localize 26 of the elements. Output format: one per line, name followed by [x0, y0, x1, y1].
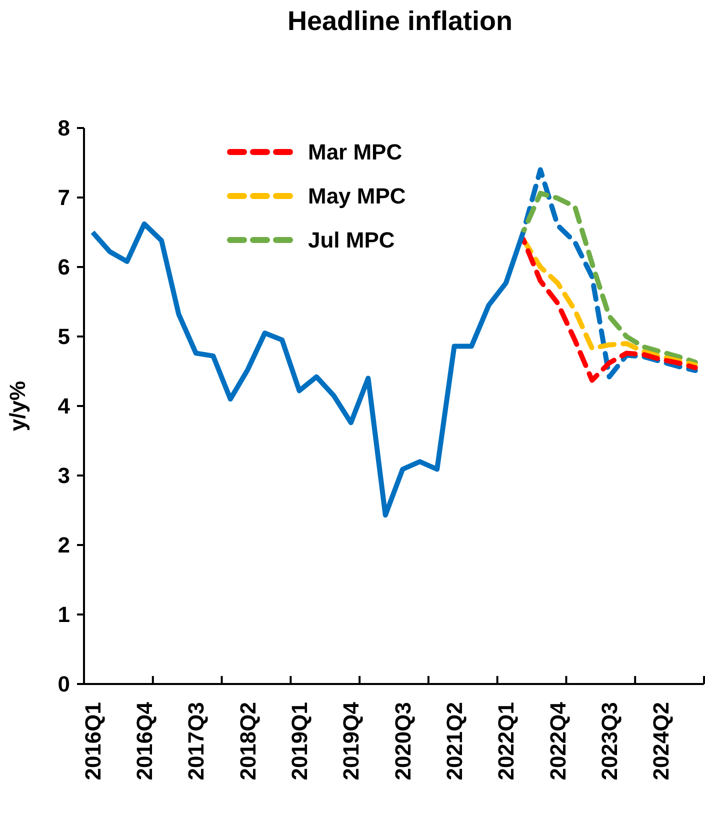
y-tick-label: 1 [58, 602, 70, 628]
x-tick-label: 2016Q1 [80, 702, 106, 780]
legend-label: May MPC [308, 184, 406, 209]
x-tick-label: 2021Q2 [442, 702, 467, 780]
y-tick-label: 3 [58, 463, 70, 488]
y-tick-label: 2 [58, 532, 70, 558]
x-tick-label: 2024Q2 [648, 702, 674, 780]
y-tick-label: 8 [58, 116, 70, 141]
x-tick-label: 2022Q4 [545, 701, 570, 780]
x-tick-label: 2023Q3 [596, 702, 622, 780]
x-tick-label: 2018Q2 [235, 702, 260, 780]
y-tick-label: 4 [58, 394, 71, 419]
x-tick-label: 2022Q1 [494, 702, 519, 780]
x-tick-label: 2020Q3 [390, 702, 416, 780]
legend-label: Jul MPC [308, 228, 395, 253]
x-tick-label: 2016Q4 [132, 701, 157, 780]
x-tick-label: 2017Q3 [184, 702, 209, 780]
y-tick-label: 6 [58, 254, 70, 280]
y-tick-label: 5 [58, 324, 70, 350]
x-tick-label: 2019Q4 [338, 701, 364, 780]
y-tick-label: 7 [58, 185, 70, 210]
chart-title: Headline inflation [287, 6, 513, 36]
y-axis-title: y/y% [5, 380, 30, 432]
y-tick-label: 0 [58, 672, 70, 697]
legend-label: Mar MPC [308, 140, 402, 165]
x-tick-label: 2019Q1 [286, 702, 312, 780]
